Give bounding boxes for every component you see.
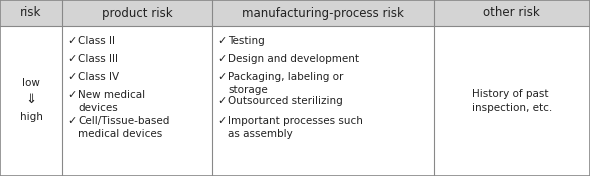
- Text: ✓: ✓: [67, 116, 76, 126]
- Text: ✓: ✓: [217, 96, 227, 106]
- Bar: [212, 0, 434, 26]
- Text: New medical
devices: New medical devices: [78, 90, 145, 113]
- Text: ✓: ✓: [217, 36, 227, 46]
- Text: other risk: other risk: [483, 7, 540, 20]
- Text: Design and development: Design and development: [228, 54, 359, 64]
- Bar: [434, 0, 590, 26]
- Text: ✓: ✓: [67, 54, 76, 64]
- Text: ✓: ✓: [217, 116, 227, 126]
- Text: ✓: ✓: [67, 90, 76, 100]
- Text: product risk: product risk: [102, 7, 172, 20]
- Bar: [0, 26, 590, 176]
- Text: Class III: Class III: [78, 54, 118, 64]
- Text: Outsourced sterilizing: Outsourced sterilizing: [228, 96, 343, 106]
- Text: Important processes such
as assembly: Important processes such as assembly: [228, 116, 363, 139]
- Text: Class II: Class II: [78, 36, 115, 46]
- Text: ✓: ✓: [67, 72, 76, 82]
- Text: Packaging, labeling or
storage: Packaging, labeling or storage: [228, 72, 344, 95]
- Text: high: high: [19, 112, 42, 122]
- Text: manufacturing-process risk: manufacturing-process risk: [242, 7, 404, 20]
- Text: risk: risk: [20, 7, 42, 20]
- Text: Cell/Tissue-based
medical devices: Cell/Tissue-based medical devices: [78, 116, 169, 139]
- Bar: [0, 0, 62, 26]
- Text: Class IV: Class IV: [78, 72, 119, 82]
- Bar: [62, 0, 212, 26]
- Text: ✓: ✓: [217, 72, 227, 82]
- Text: History of past
inspection, etc.: History of past inspection, etc.: [471, 89, 552, 113]
- Text: low: low: [22, 78, 40, 88]
- Text: Testing: Testing: [228, 36, 265, 46]
- Text: ⇓: ⇓: [25, 93, 37, 105]
- Text: ✓: ✓: [67, 36, 76, 46]
- Text: ✓: ✓: [217, 54, 227, 64]
